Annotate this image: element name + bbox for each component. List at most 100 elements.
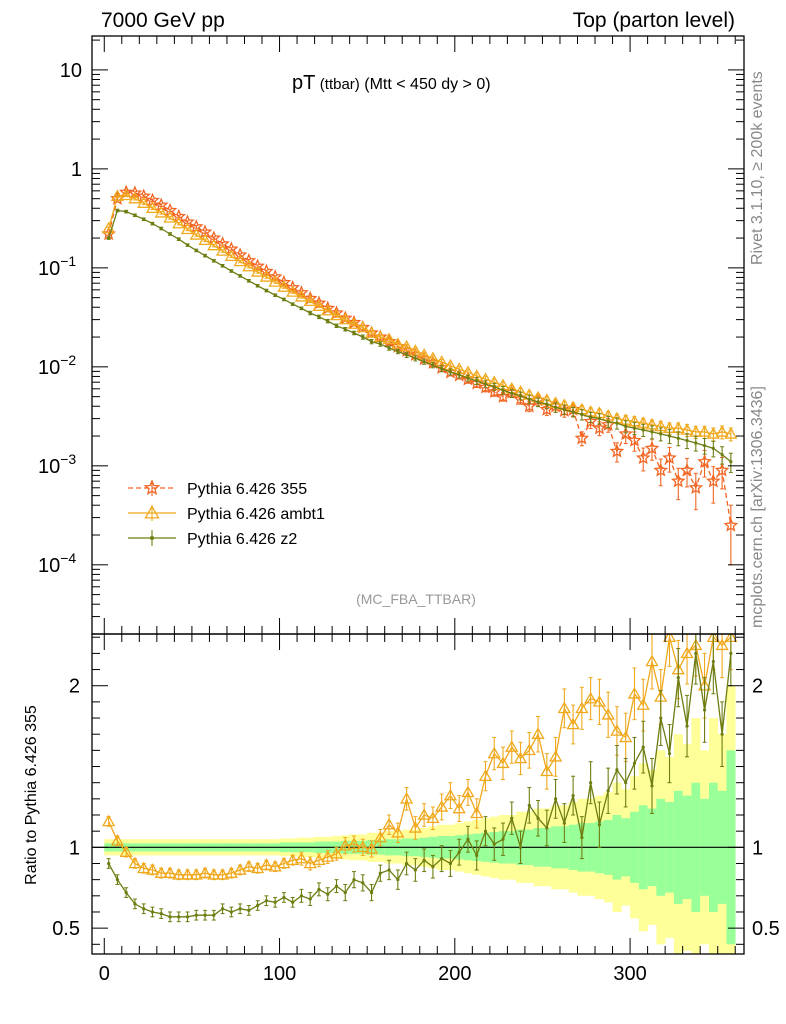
data-point-z2: [606, 419, 610, 424]
data-point-ambt1: [408, 344, 422, 356]
data-point-z2: [326, 892, 330, 896]
data-point-z2: [466, 837, 470, 841]
data-point-z2: [185, 243, 190, 247]
data-point-ambt1: [417, 808, 431, 820]
data-point-z2: [624, 424, 628, 429]
data-point-ambt1: [697, 425, 712, 437]
ratio-y-tick-label-right: 0.5: [752, 918, 780, 940]
data-point-z2: [369, 339, 374, 344]
data-point-z2: [299, 894, 304, 898]
data-point-s355: [697, 454, 712, 469]
data-point-s355: [232, 247, 248, 262]
y-tick-label: 1: [71, 159, 82, 181]
ratio-y-tick-label-left: 2: [69, 676, 80, 698]
data-point-z2: [273, 900, 277, 904]
data-point-ambt1: [321, 850, 335, 862]
data-point-z2: [361, 335, 365, 339]
data-point-s355: [574, 430, 590, 445]
data-point-ambt1: [566, 717, 580, 730]
data-point-ambt1: [329, 846, 344, 859]
data-point-z2: [203, 913, 207, 917]
data-point-z2: [571, 794, 575, 798]
data-point-z2: [159, 911, 163, 916]
data-point-ambt1: [268, 275, 282, 287]
data-point-ambt1: [110, 189, 125, 201]
data-point-ambt1: [522, 743, 536, 756]
data-point-z2: [440, 367, 444, 371]
plot-title-rest: (Mtt < 450 dy > 0): [364, 76, 490, 93]
data-point-z2: [396, 878, 400, 882]
data-point-ambt1: [277, 856, 291, 869]
data-point-z2: [229, 910, 233, 914]
data-point-z2: [641, 428, 645, 432]
data-point-ambt1: [259, 270, 274, 282]
data-point-ambt1: [233, 254, 247, 267]
data-point-z2: [168, 232, 172, 236]
data-point-z2: [177, 237, 181, 241]
data-point-z2: [510, 816, 514, 820]
data-point-ambt1: [277, 280, 291, 292]
data-point-z2: [203, 254, 207, 258]
data-point-z2: [606, 789, 610, 793]
data-point-ambt1: [399, 339, 414, 352]
data-point-ambt1: [154, 205, 168, 218]
data-point-z2: [659, 432, 663, 436]
data-point-z2: [448, 861, 453, 866]
data-point-z2: [387, 346, 391, 350]
data-point-z2: [343, 327, 347, 331]
data-point-ambt1: [715, 425, 729, 437]
data-point-z2: [107, 861, 111, 866]
legend-label-ambt1: Pythia 6.426 ambt1: [187, 506, 325, 523]
data-point-z2: [527, 397, 531, 401]
data-point-ambt1: [128, 191, 142, 204]
data-point-z2: [597, 823, 602, 827]
legend-marker-ambt1: [144, 505, 160, 519]
data-point-z2: [282, 895, 286, 900]
data-point-ambt1: [251, 265, 265, 277]
data-point-ambt1: [382, 817, 396, 830]
data-point-ambt1: [224, 249, 238, 262]
data-point-ambt1: [715, 638, 729, 651]
data-point-z2: [142, 907, 146, 911]
data-point-z2: [597, 417, 602, 421]
data-point-z2: [422, 359, 426, 364]
series-line-ambt1: [108, 635, 732, 876]
data-point-ambt1: [259, 858, 274, 870]
data-point-ambt1: [531, 727, 545, 739]
data-point-z2: [475, 853, 479, 858]
ratio-y-tick-label-left: 1: [69, 837, 80, 859]
data-point-z2: [413, 868, 417, 872]
data-point-z2: [562, 821, 566, 825]
series-line-ambt1: [108, 194, 732, 435]
data-point-z2: [396, 349, 400, 354]
data-point-z2: [685, 438, 689, 443]
data-point-z2: [378, 342, 382, 346]
data-point-ambt1: [215, 244, 230, 256]
data-point-z2: [405, 353, 409, 357]
data-point-ambt1: [189, 228, 203, 240]
data-point-z2: [256, 284, 260, 288]
data-point-ambt1: [286, 285, 300, 297]
data-point-ambt1: [592, 695, 607, 707]
legend-marker-s355: [143, 479, 161, 496]
data-point-ambt1: [207, 238, 221, 251]
data-point-ambt1: [303, 294, 317, 307]
data-point-ambt1: [548, 750, 563, 762]
legend-label-s355: Pythia 6.426 355: [187, 481, 307, 498]
data-point-ambt1: [294, 289, 309, 302]
data-point-z2: [168, 915, 172, 919]
data-point-z2: [387, 868, 391, 872]
data-point-z2: [124, 210, 128, 214]
data-point-ambt1: [540, 764, 554, 777]
data-point-s355: [679, 462, 695, 477]
data-point-z2: [256, 903, 260, 908]
data-point-z2: [632, 761, 637, 765]
data-point-z2: [518, 845, 523, 849]
data-point-z2: [483, 829, 488, 833]
data-point-z2: [527, 803, 531, 807]
plot-title-small: (ttbar): [320, 76, 360, 93]
data-point-ambt1: [215, 867, 230, 880]
plot-title-main: pT: [292, 72, 315, 94]
data-point-ambt1: [338, 312, 352, 325]
data-point-z2: [431, 363, 435, 367]
